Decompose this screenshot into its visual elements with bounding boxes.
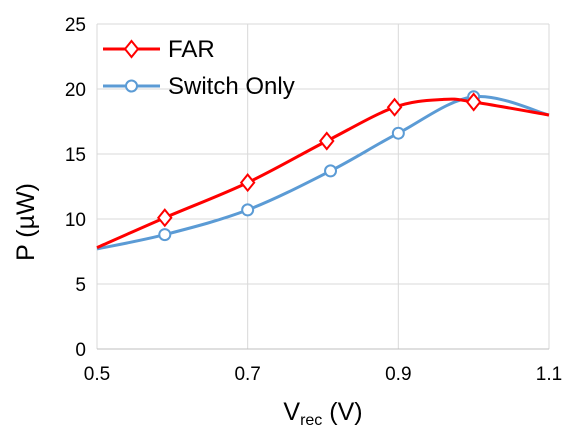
series-layer <box>96 90 550 251</box>
legend-item-switch-only: Switch Only <box>103 73 295 100</box>
data-point-switch-only <box>158 228 172 242</box>
y-tick-label: 10 <box>65 210 86 231</box>
data-point-switch-only <box>241 203 255 217</box>
data-point-switch-only <box>391 126 405 140</box>
data-point-far <box>318 131 335 151</box>
legend-far-marker <box>123 39 140 59</box>
gridlines <box>96 23 550 350</box>
y-tick-label: 25 <box>65 15 86 36</box>
data-point-far <box>157 208 173 228</box>
y-axis-title: P (µW) <box>12 183 40 261</box>
x-axis-title: Vrec (V) <box>283 398 362 428</box>
series-far <box>96 92 550 249</box>
data-point-far <box>386 97 403 117</box>
tick-labels: 0 5 10 15 20 25 0.5 0.7 0.9 1.1 <box>65 15 562 385</box>
y-tick-label: 20 <box>65 80 86 101</box>
x-axis-title-unit: (V) <box>322 398 362 426</box>
data-point-far <box>465 92 482 112</box>
legend-item-far: FAR <box>103 36 215 63</box>
x-tick-label: 0.5 <box>84 364 110 385</box>
x-tick-label: 0.9 <box>385 364 411 385</box>
legend-switch-only-label: Switch Only <box>168 73 295 100</box>
legend: FAR Switch Only <box>103 36 295 100</box>
legend-far-label: FAR <box>168 36 215 63</box>
x-axis-title-sub: rec <box>300 412 322 428</box>
data-point-far <box>239 173 256 193</box>
y-tick-label: 0 <box>75 340 86 361</box>
x-axis-title-main: V <box>283 398 300 426</box>
x-tick-label: 0.7 <box>234 364 260 385</box>
legend-switch-only-marker <box>125 79 138 93</box>
data-point-switch-only <box>324 164 338 178</box>
y-tick-label: 5 <box>75 275 86 296</box>
y-tick-label: 15 <box>65 145 86 166</box>
x-tick-label: 1.1 <box>536 364 562 385</box>
